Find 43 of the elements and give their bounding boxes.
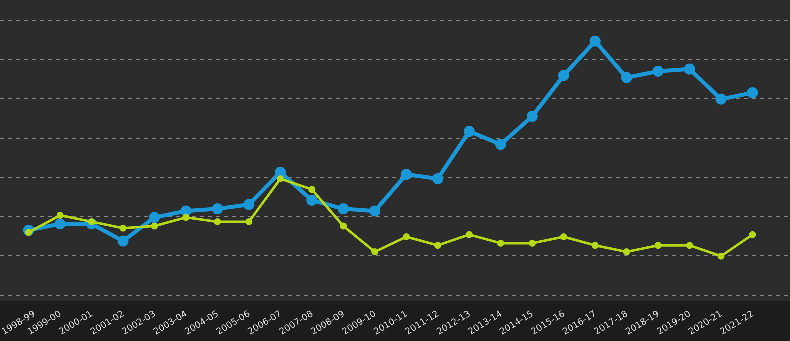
point bbox=[592, 242, 599, 250]
point bbox=[180, 206, 192, 217]
point bbox=[151, 222, 158, 230]
point bbox=[558, 70, 570, 82]
point bbox=[623, 248, 630, 256]
point bbox=[495, 139, 506, 150]
point bbox=[338, 204, 350, 215]
point bbox=[370, 206, 381, 217]
point bbox=[244, 199, 255, 210]
point bbox=[401, 169, 412, 180]
point bbox=[306, 194, 318, 206]
point bbox=[590, 36, 601, 47]
point bbox=[212, 204, 224, 215]
point bbox=[749, 231, 756, 238]
point bbox=[432, 173, 444, 184]
point bbox=[403, 234, 410, 240]
point bbox=[560, 234, 568, 240]
point bbox=[434, 242, 442, 250]
point bbox=[182, 214, 190, 222]
point bbox=[372, 248, 379, 256]
point bbox=[464, 126, 475, 138]
point bbox=[466, 231, 473, 238]
point bbox=[277, 175, 284, 182]
point bbox=[246, 218, 253, 226]
point bbox=[654, 242, 662, 250]
point bbox=[528, 240, 536, 247]
point bbox=[718, 252, 725, 260]
point bbox=[747, 87, 758, 98]
point bbox=[118, 236, 129, 247]
point bbox=[120, 224, 127, 232]
point bbox=[716, 94, 727, 105]
point bbox=[621, 72, 632, 84]
point bbox=[54, 218, 66, 230]
point bbox=[684, 64, 696, 75]
point bbox=[308, 186, 316, 194]
point bbox=[686, 242, 694, 250]
point bbox=[497, 240, 504, 247]
point bbox=[149, 212, 160, 224]
point bbox=[214, 218, 222, 226]
point bbox=[340, 222, 348, 230]
point bbox=[652, 66, 664, 77]
point bbox=[526, 111, 538, 122]
point bbox=[56, 212, 64, 219]
